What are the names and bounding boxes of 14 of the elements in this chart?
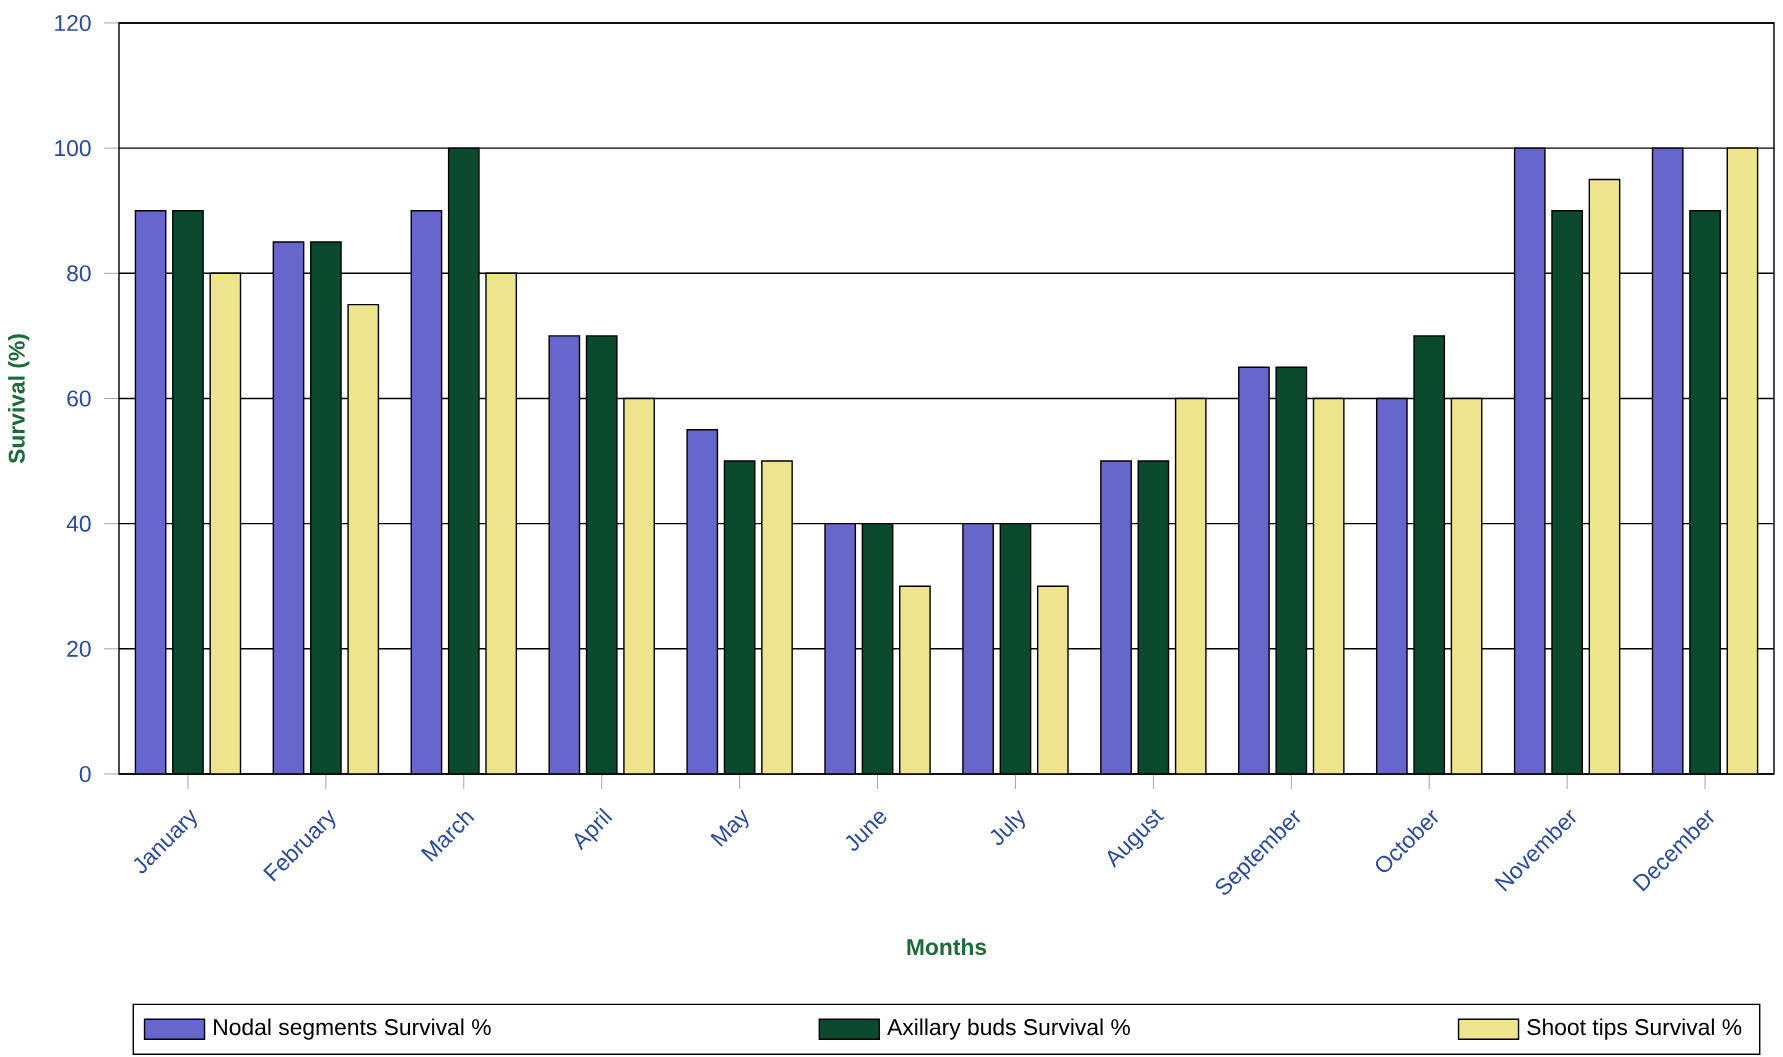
y-tick-label: 60 xyxy=(67,390,91,407)
y-tick-label: 0 xyxy=(79,765,91,783)
y-tick-label: 120 xyxy=(55,14,91,32)
x-axis-title: Months xyxy=(907,938,987,956)
y-tick-label: 80 xyxy=(67,265,91,282)
x-tick-label: May xyxy=(710,809,749,847)
x-tick-label: July xyxy=(990,809,1025,846)
y-tick-label: 20 xyxy=(67,640,91,657)
legend-label: Shoot tips Survival % xyxy=(1527,1018,1742,1040)
legend-label: Axillary buds Survival % xyxy=(887,1018,1130,1040)
y-tick-label: 100 xyxy=(55,140,91,157)
y-axis-title: Survival (%) xyxy=(8,334,30,464)
y-tick-label: 40 xyxy=(66,515,91,532)
legend-label: Nodal segments Survival % xyxy=(214,1018,491,1040)
